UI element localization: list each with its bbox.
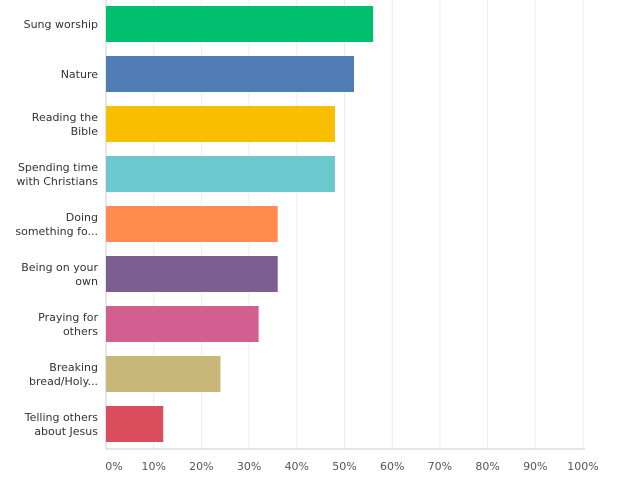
category-label: Breaking (49, 361, 98, 374)
category-label: Doing (66, 211, 98, 224)
x-tick-label: 50% (332, 460, 356, 473)
category-label: Being on your (21, 261, 98, 274)
bar[interactable] (106, 306, 259, 342)
category-label: others (63, 325, 98, 338)
x-tick-label: 100% (567, 460, 598, 473)
category-label: Sung worship (24, 18, 98, 31)
x-tick-label: 80% (475, 460, 499, 473)
category-label: about Jesus (34, 425, 98, 438)
bar[interactable] (106, 206, 278, 242)
x-tick-label: 70% (428, 460, 452, 473)
bar[interactable] (106, 56, 355, 92)
x-tick-label: 60% (380, 460, 404, 473)
category-label: Reading the (32, 111, 98, 124)
x-tick-label: 20% (189, 460, 213, 473)
category-label: something fo... (15, 225, 98, 238)
bar[interactable] (106, 6, 374, 42)
category-label: Praying for (38, 311, 98, 324)
category-label: bread/Holy... (29, 375, 98, 388)
x-tick-label: 30% (237, 460, 261, 473)
x-tick-label: 40% (285, 460, 309, 473)
category-label: Telling others (24, 411, 99, 424)
x-tick-label: 0% (105, 460, 122, 473)
category-label: own (75, 275, 98, 288)
bar[interactable] (106, 106, 335, 142)
bar[interactable] (106, 406, 164, 442)
x-tick-label: 10% (141, 460, 165, 473)
x-tick-label: 90% (523, 460, 547, 473)
category-label: with Christians (16, 175, 98, 188)
category-label: Bible (71, 125, 99, 138)
bar[interactable] (106, 256, 278, 292)
category-label: Spending time (18, 161, 98, 174)
bar[interactable] (106, 356, 221, 392)
category-label: Nature (61, 68, 99, 81)
bar[interactable] (106, 156, 335, 192)
